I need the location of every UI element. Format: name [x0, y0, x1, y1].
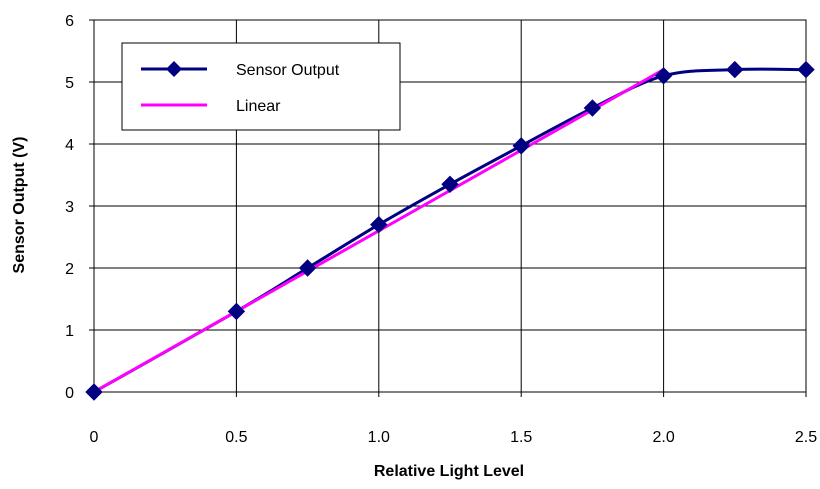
series-layer — [85, 60, 815, 401]
data-point-marker — [441, 175, 459, 194]
legend-box — [121, 42, 401, 131]
legend-label-sensor-output: Sensor Output — [236, 62, 340, 79]
y-tick-label: 1 — [65, 323, 74, 340]
y-tick-label: 0 — [65, 385, 74, 402]
x-tick-label: 1.0 — [368, 429, 390, 446]
data-point-marker — [85, 383, 103, 401]
data-point-marker — [654, 67, 673, 85]
legend-label-linear: Linear — [236, 98, 281, 115]
x-tick-label: 2.5 — [795, 429, 817, 446]
x-tick-label: 2.0 — [652, 429, 674, 446]
y-tick-label: 4 — [65, 137, 74, 154]
data-point-marker — [512, 137, 530, 155]
y-tick-label: 3 — [65, 199, 74, 216]
x-axis-title: Relative Light Level — [374, 463, 524, 480]
legend-marker-sensor-output — [166, 61, 182, 77]
y-tick-label: 5 — [65, 75, 74, 92]
data-point-marker — [726, 60, 744, 79]
legend: Sensor Output Linear — [121, 42, 401, 131]
data-point-marker — [370, 215, 388, 234]
x-tick-label: 0.5 — [225, 429, 247, 446]
data-point-marker — [227, 302, 246, 321]
x-tick-label: 0 — [90, 429, 99, 446]
x-tick-label: 1.5 — [510, 429, 532, 446]
y-tick-label: 2 — [65, 261, 74, 278]
data-point-marker — [797, 60, 815, 79]
y-axis-title: Sensor Output (V) — [11, 137, 28, 274]
y-tick-label: 6 — [65, 13, 74, 30]
data-point-marker — [583, 99, 602, 117]
x-axis-ticks: 0 0.5 1.0 1.5 2.0 2.5 — [90, 392, 817, 446]
data-point-marker — [298, 259, 317, 277]
y-axis-ticks: 0 1 2 3 4 5 6 — [65, 13, 94, 402]
